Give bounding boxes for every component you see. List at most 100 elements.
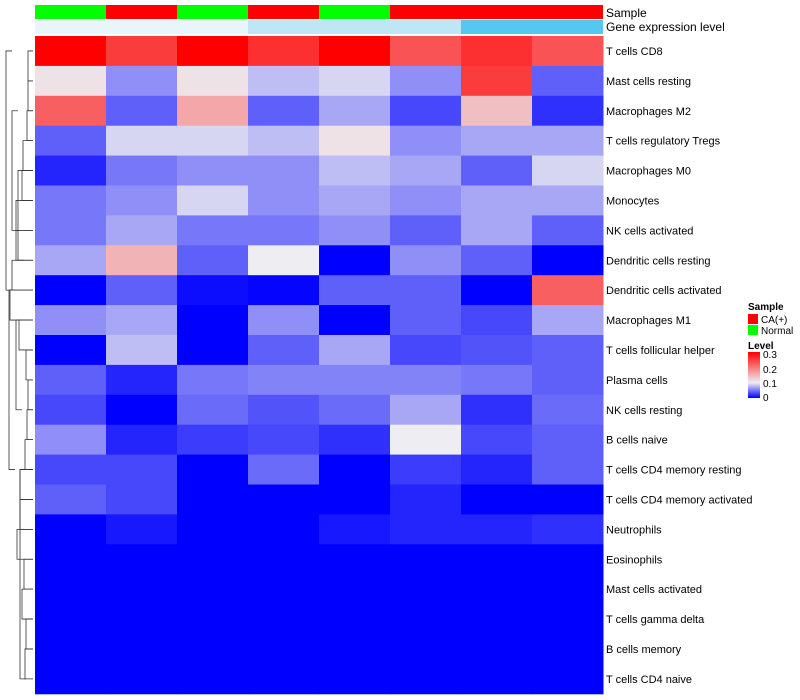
heatmap-cell <box>35 604 107 635</box>
heatmap-cell <box>461 424 533 456</box>
dendrogram-branch <box>9 289 33 321</box>
heatmap-cell <box>248 185 320 216</box>
heatmap-cell <box>177 424 249 456</box>
dendrogram-branch <box>15 319 22 411</box>
heatmap-cell <box>390 245 462 276</box>
heatmap-cell <box>461 125 533 157</box>
heatmap-cell <box>461 215 533 246</box>
heatmap-cell <box>177 335 249 366</box>
heatmap-cell <box>35 95 107 127</box>
heatmap-cell <box>177 155 249 186</box>
heatmap-cell <box>106 245 178 276</box>
heatmap-cell <box>532 36 604 67</box>
row-label: T cells CD8 <box>606 46 663 58</box>
heatmap-cell <box>248 544 320 575</box>
heatmap-cell <box>106 275 178 306</box>
heatmap-cell <box>177 185 249 216</box>
row-label: Dendritic cells resting <box>606 255 711 267</box>
dendrogram-branch <box>19 469 33 500</box>
heatmap-cell <box>35 185 107 216</box>
dendrogram-branch <box>21 588 33 620</box>
heatmap-cell <box>532 663 604 695</box>
dendrogram-branch <box>11 110 18 231</box>
heatmap-cell <box>177 604 249 635</box>
heatmap-cell <box>390 574 462 605</box>
gene-expression-annotation-track <box>35 20 603 34</box>
heatmap-cell <box>177 394 249 426</box>
dendrogram-branch <box>8 289 15 470</box>
heatmap-cell <box>248 305 320 336</box>
heatmap-cell <box>35 125 107 157</box>
row-label: NK cells resting <box>606 405 682 417</box>
legend-swatch-ca <box>748 314 758 324</box>
heatmap-cell <box>532 305 604 336</box>
heatmap-cell <box>461 95 533 127</box>
sample-annotation-cell <box>319 5 390 19</box>
heatmap-cell <box>461 275 533 306</box>
heatmap-cell <box>106 514 178 545</box>
dendrogram-branch <box>26 110 33 142</box>
heatmap-cell <box>390 215 462 246</box>
heatmap-cell <box>106 364 178 396</box>
heatmap-cell <box>106 394 178 426</box>
row-label: T cells gamma delta <box>606 614 705 626</box>
heatmap-cell <box>319 95 391 127</box>
heatmap-cell <box>35 305 107 336</box>
heatmap-cell <box>319 125 391 157</box>
legend-sample-title: Sample <box>748 302 784 313</box>
row-label: NK cells activated <box>606 225 693 237</box>
dendrogram-branch <box>25 618 33 650</box>
heatmap-cell <box>319 185 391 216</box>
heatmap-cell <box>532 394 604 426</box>
heatmap-cell <box>248 125 320 157</box>
heatmap-cell <box>390 364 462 396</box>
heatmap-cell <box>461 514 533 545</box>
heatmap-cell <box>35 394 107 426</box>
heatmap-cell <box>319 604 391 635</box>
gene-expression-annotation-cell <box>390 20 461 34</box>
heatmap-cell <box>532 574 604 605</box>
heatmap-cell <box>35 215 107 246</box>
heatmap-cell <box>461 364 533 396</box>
heatmap-cell <box>532 514 604 545</box>
heatmap-cell <box>106 574 178 605</box>
heatmap-cell <box>106 305 178 336</box>
heatmap-cell <box>106 634 178 665</box>
heatmap-cell <box>532 215 604 246</box>
heatmap-cell <box>390 424 462 456</box>
heatmap-cell <box>177 544 249 575</box>
row-label: Mast cells resting <box>606 76 691 88</box>
gene-expression-annotation-cell <box>461 20 532 34</box>
dendrogram-branch <box>11 259 33 291</box>
heatmap-cell <box>319 454 391 485</box>
heatmap-cell <box>248 484 320 515</box>
dendrogram-branch <box>15 229 33 261</box>
heatmap-cell <box>177 305 249 336</box>
heatmap-cell <box>106 36 178 67</box>
heatmap-cell <box>390 36 462 67</box>
heatmap-cell <box>319 65 391 97</box>
heatmap-cell <box>35 484 107 515</box>
heatmap-cell <box>461 185 533 216</box>
heatmap-cell <box>390 663 462 695</box>
heatmap-cell <box>177 245 249 276</box>
heatmap-cell <box>532 454 604 485</box>
heatmap-cell <box>106 185 178 216</box>
heatmap-cell <box>390 275 462 306</box>
heatmap-cell <box>532 155 604 186</box>
dendrogram-branch <box>26 409 33 441</box>
heatmap-cell <box>177 364 249 396</box>
heatmap-cell <box>106 604 178 635</box>
heatmap-cell <box>35 65 107 97</box>
heatmap-cell <box>177 454 249 485</box>
heatmap-cell <box>35 514 107 545</box>
heatmap-cell <box>35 245 107 276</box>
heatmap-cell <box>319 484 391 515</box>
heatmap-cell <box>319 394 391 426</box>
track-label-sample: Sample <box>606 6 647 20</box>
heatmap-cell <box>461 454 533 485</box>
sample-annotation-cell <box>177 5 248 19</box>
heatmap-cell <box>319 364 391 396</box>
heatmap-cell <box>319 574 391 605</box>
